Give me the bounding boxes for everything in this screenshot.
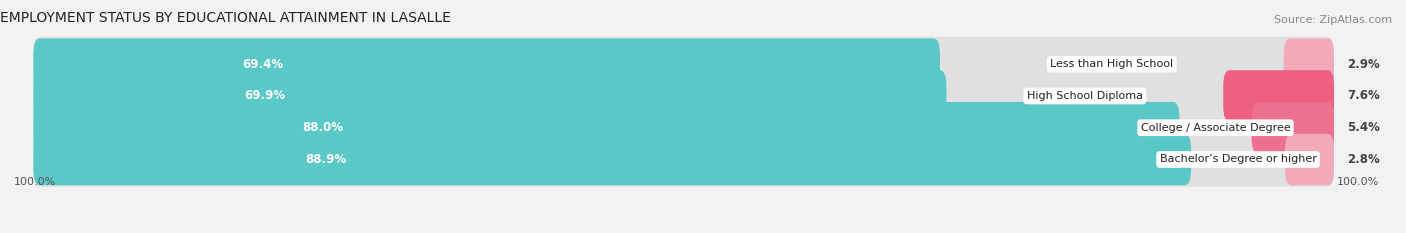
Text: 5.4%: 5.4% <box>1347 121 1379 134</box>
Text: 69.4%: 69.4% <box>243 58 284 71</box>
Text: Source: ZipAtlas.com: Source: ZipAtlas.com <box>1274 15 1392 25</box>
Text: 88.9%: 88.9% <box>305 153 346 166</box>
FancyBboxPatch shape <box>34 69 1334 123</box>
FancyBboxPatch shape <box>34 100 1334 155</box>
FancyBboxPatch shape <box>1285 134 1334 185</box>
Text: College / Associate Degree: College / Associate Degree <box>1140 123 1291 133</box>
FancyBboxPatch shape <box>34 134 1191 185</box>
Text: Bachelor’s Degree or higher: Bachelor’s Degree or higher <box>1160 154 1316 164</box>
Text: 69.9%: 69.9% <box>245 89 285 103</box>
Text: 7.6%: 7.6% <box>1347 89 1379 103</box>
Text: EMPLOYMENT STATUS BY EDUCATIONAL ATTAINMENT IN LASALLE: EMPLOYMENT STATUS BY EDUCATIONAL ATTAINM… <box>0 11 451 25</box>
FancyBboxPatch shape <box>1284 38 1334 90</box>
Text: 2.8%: 2.8% <box>1347 153 1379 166</box>
Text: 100.0%: 100.0% <box>1337 177 1379 187</box>
FancyBboxPatch shape <box>34 102 1180 154</box>
FancyBboxPatch shape <box>34 70 946 122</box>
FancyBboxPatch shape <box>34 38 941 90</box>
FancyBboxPatch shape <box>1251 102 1334 154</box>
Text: 100.0%: 100.0% <box>14 177 56 187</box>
Text: 88.0%: 88.0% <box>302 121 343 134</box>
FancyBboxPatch shape <box>34 132 1334 187</box>
Text: High School Diploma: High School Diploma <box>1026 91 1143 101</box>
FancyBboxPatch shape <box>1223 70 1334 122</box>
FancyBboxPatch shape <box>34 37 1334 92</box>
Text: Less than High School: Less than High School <box>1050 59 1174 69</box>
Text: 2.9%: 2.9% <box>1347 58 1379 71</box>
